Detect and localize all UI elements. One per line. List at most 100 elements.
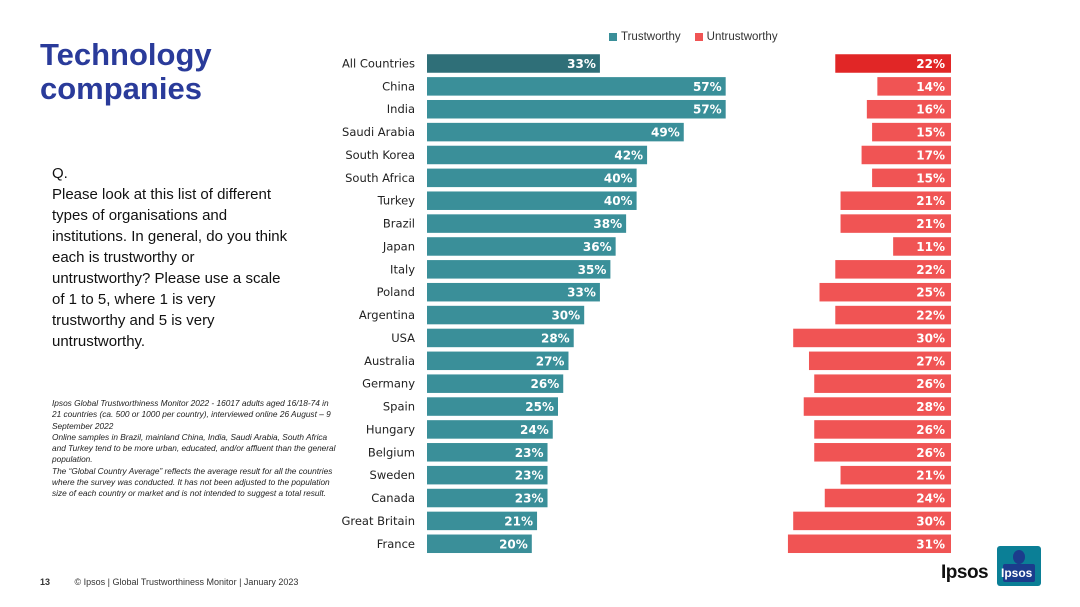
category-label-hungary: Hungary — [366, 422, 415, 436]
category-label-australia: Australia — [364, 354, 415, 368]
trustworthy-bar-canada — [427, 488, 548, 508]
trustworthy-bar-hungary — [427, 420, 553, 439]
trustworthy-value-all-countries: 33% — [567, 57, 596, 71]
category-label-france: France — [377, 537, 415, 551]
note-average: The “Global Country Average” reflects th… — [52, 465, 333, 499]
untrustworthy-value-germany: 26% — [916, 377, 945, 391]
trustworthy-value-sweden: 23% — [515, 469, 544, 483]
trustworthy-bar-turkey — [427, 191, 637, 210]
page-number: 13 — [40, 577, 51, 587]
category-label-argentina: Argentina — [359, 308, 415, 322]
untrustworthy-value-belgium: 26% — [916, 446, 945, 460]
category-label-spain: Spain — [383, 400, 415, 414]
trustworthy-value-brazil: 38% — [593, 217, 622, 231]
category-label-south-africa: South Africa — [345, 171, 415, 185]
untrustworthy-bar-spain — [803, 397, 951, 416]
trustworthy-value-usa: 28% — [541, 331, 570, 345]
trustworthy-bar-australia — [427, 351, 569, 371]
untrustworthy-value-japan: 11% — [916, 240, 945, 254]
trustworthy-value-japan: 36% — [583, 240, 612, 254]
untrustworthy-value-china: 14% — [916, 80, 945, 94]
category-label-great-britain: Great Britain — [341, 514, 415, 528]
trustworthy-value-germany: 26% — [531, 377, 560, 391]
untrustworthy-bar-australia — [808, 351, 951, 371]
trustworthy-bar-saudi-arabia — [427, 122, 684, 142]
untrustworthy-value-usa: 30% — [916, 331, 945, 345]
untrustworthy-bar-italy — [835, 260, 951, 279]
trustworthy-value-china: 57% — [693, 80, 722, 94]
untrustworthy-bar-china — [877, 77, 951, 96]
trustworthy-bar-sweden — [427, 465, 548, 485]
category-label-italy: Italy — [390, 262, 415, 276]
trustworthy-bar-south-korea — [427, 145, 648, 165]
legend-item-trustworthy: Trustworthy — [609, 31, 681, 43]
trustworthy-bar-china — [427, 77, 726, 96]
untrustworthy-bar-japan — [893, 237, 951, 256]
untrustworthy-value-south-africa: 15% — [916, 171, 945, 185]
trustworthy-value-australia: 27% — [536, 354, 565, 368]
category-label-south-korea: South Korea — [345, 148, 415, 162]
category-label-india: India — [387, 102, 415, 116]
trustworthy-bar-poland — [427, 282, 600, 302]
question-label: Q. — [52, 165, 68, 182]
trustworthy-value-france: 20% — [499, 537, 528, 551]
untrustworthy-bar-hungary — [814, 420, 951, 439]
trustworthy-bar-italy — [427, 260, 611, 279]
logo-box-band — [1003, 564, 1035, 582]
trustworthy-bar-spain — [427, 397, 558, 416]
untrustworthy-bar-canada — [824, 488, 951, 508]
untrustworthy-bar-germany — [814, 374, 951, 393]
trustworthy-value-italy: 35% — [578, 263, 607, 277]
trustworthy-bar-germany — [427, 374, 564, 393]
trustworthy-bar-france — [427, 534, 532, 554]
untrustworthy-value-canada: 24% — [916, 492, 945, 506]
trustworthy-value-south-africa: 40% — [604, 171, 633, 185]
untrustworthy-value-italy: 22% — [916, 263, 945, 277]
legend-swatch-trustworthy — [609, 33, 617, 41]
trustworthy-bar-argentina — [427, 305, 585, 325]
page-title: Technology companies — [40, 37, 212, 106]
trustworthy-bar-belgium — [427, 443, 548, 462]
survey-question: Q. Please look at this list of different… — [52, 163, 292, 352]
untrustworthy-bar-turkey — [840, 191, 951, 210]
untrustworthy-bar-india — [866, 99, 951, 119]
methodology-notes: Ipsos Global Trustworthiness Monitor 202… — [52, 398, 337, 500]
trustworthy-value-saudi-arabia: 49% — [651, 126, 680, 140]
trustworthy-value-canada: 23% — [515, 492, 544, 506]
footer-text: © Ipsos | Global Trustworthiness Monitor… — [74, 577, 299, 587]
trustworthy-bar-japan — [427, 237, 616, 256]
category-label-all-countries: All Countries — [342, 57, 415, 71]
trustworthy-bar-south-africa — [427, 168, 637, 188]
untrustworthy-value-argentina: 22% — [916, 309, 945, 323]
chart-legend: Trustworthy Untrustworthy — [609, 31, 778, 43]
category-label-sweden: Sweden — [370, 468, 415, 482]
category-label-poland: Poland — [377, 285, 415, 299]
legend-label-untrustworthy: Untrustworthy — [706, 31, 778, 43]
category-label-germany: Germany — [362, 377, 415, 391]
trustworthy-bar-india — [427, 99, 726, 119]
note-online: Online samples in Brazil, mainland China… — [52, 431, 336, 465]
untrustworthy-value-brazil: 21% — [916, 217, 945, 231]
untrustworthy-bar-south-africa — [872, 168, 951, 188]
ipsos-wordmark: Ipsos — [941, 562, 989, 583]
footer: 13 © Ipsos | Global Trustworthiness Moni… — [40, 577, 298, 587]
untrustworthy-value-sweden: 21% — [916, 469, 945, 483]
untrustworthy-value-great-britain: 30% — [916, 514, 945, 528]
untrustworthy-value-australia: 27% — [916, 354, 945, 368]
trustworthy-value-great-britain: 21% — [504, 514, 533, 528]
untrustworthy-value-all-countries: 22% — [916, 57, 945, 71]
trustworthy-bar-usa — [427, 328, 574, 348]
category-label-belgium: Belgium — [368, 445, 415, 459]
untrustworthy-bar-poland — [819, 282, 951, 302]
category-label-china: China — [382, 79, 415, 93]
category-label-saudi-arabia: Saudi Arabia — [342, 125, 415, 139]
category-label-brazil: Brazil — [383, 217, 415, 231]
trustworthy-bar-brazil — [427, 214, 627, 233]
untrustworthy-bar-saudi-arabia — [872, 122, 951, 142]
untrustworthy-value-poland: 25% — [916, 286, 945, 300]
untrustworthy-bar-great-britain — [793, 511, 951, 531]
trustworthy-value-hungary: 24% — [520, 423, 549, 437]
untrustworthy-bar-usa — [793, 328, 951, 348]
untrustworthy-value-spain: 28% — [916, 400, 945, 414]
